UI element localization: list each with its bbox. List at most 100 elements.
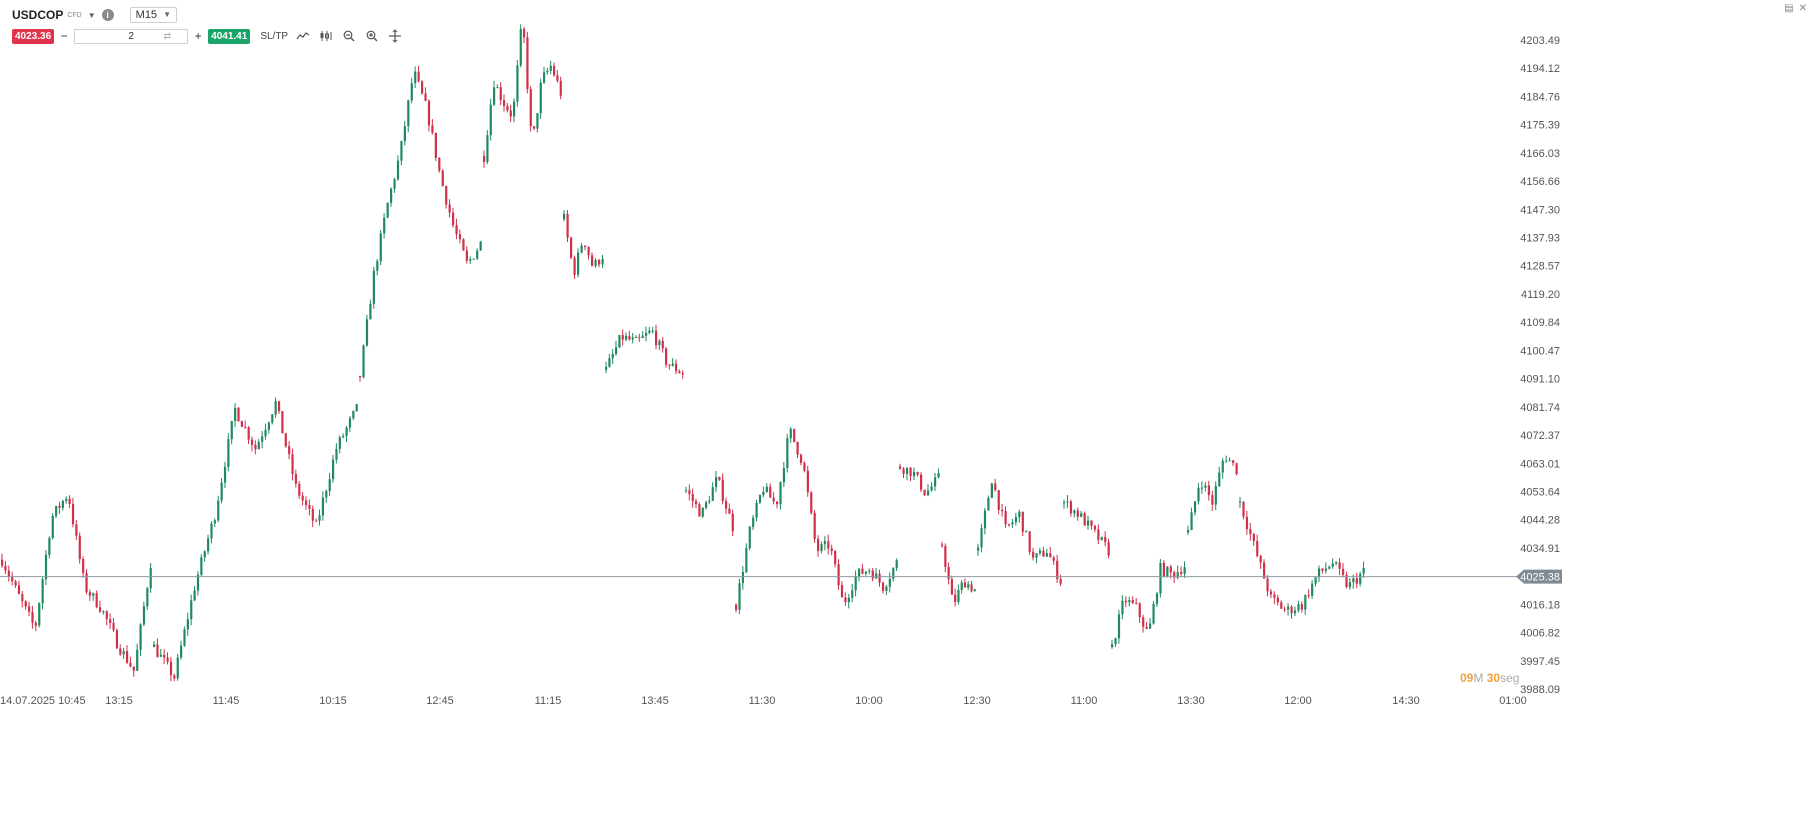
candle bbox=[352, 410, 355, 421]
candle bbox=[472, 258, 475, 260]
candle bbox=[1107, 538, 1110, 559]
candle-body bbox=[472, 258, 475, 260]
candle-body bbox=[601, 259, 604, 265]
candle-body bbox=[379, 233, 382, 262]
candle bbox=[28, 601, 31, 617]
candle-body bbox=[923, 489, 926, 496]
x-tick-label: 12:00 bbox=[1284, 695, 1312, 707]
candle bbox=[980, 523, 983, 553]
candle bbox=[1159, 558, 1162, 598]
candle bbox=[1273, 591, 1276, 605]
candle-body bbox=[1149, 623, 1152, 629]
candle bbox=[1317, 565, 1321, 583]
candle bbox=[1100, 536, 1103, 541]
candle bbox=[681, 370, 684, 379]
candle-body bbox=[1142, 617, 1145, 627]
candles-icon[interactable] bbox=[318, 29, 334, 43]
candle bbox=[516, 60, 519, 107]
candle-body bbox=[776, 501, 779, 505]
candle-body bbox=[352, 411, 355, 419]
candle-body bbox=[335, 448, 338, 460]
candle bbox=[220, 478, 223, 504]
candle-body bbox=[85, 573, 88, 593]
close-icon[interactable]: ✕ bbox=[1798, 3, 1807, 14]
timeframe-select[interactable]: M15 ▼ bbox=[129, 7, 177, 23]
candle-body bbox=[284, 433, 287, 447]
candle-body bbox=[1090, 520, 1093, 526]
candle-body bbox=[559, 80, 562, 96]
buy-button[interactable]: 4041.41 bbox=[208, 28, 251, 44]
x-tick-label: 01:00 bbox=[1499, 695, 1527, 707]
candle-body bbox=[1117, 614, 1121, 639]
candle bbox=[598, 258, 601, 268]
candle bbox=[17, 580, 21, 595]
candle bbox=[827, 534, 830, 555]
candle bbox=[274, 397, 277, 418]
candle bbox=[864, 571, 868, 576]
candle-body bbox=[675, 363, 678, 372]
candle bbox=[105, 610, 108, 626]
symbol-chevron-down-icon[interactable]: ▼ bbox=[87, 10, 96, 20]
candle bbox=[139, 623, 142, 657]
candle bbox=[1235, 462, 1238, 476]
x-tick-label: 10:15 bbox=[319, 695, 347, 707]
candle-body bbox=[1076, 510, 1079, 517]
candle-body bbox=[605, 366, 608, 370]
candle-body bbox=[748, 526, 751, 549]
candle bbox=[793, 428, 796, 443]
candle-body bbox=[930, 486, 933, 491]
crosshair-icon[interactable] bbox=[387, 29, 403, 43]
candle bbox=[691, 488, 694, 508]
line-chart-icon[interactable] bbox=[295, 29, 311, 43]
x-tick-label: 12:30 bbox=[963, 695, 991, 707]
candle bbox=[176, 653, 179, 681]
y-tick-label: 4016.18 bbox=[1520, 599, 1560, 611]
candle-body bbox=[681, 373, 684, 375]
info-icon[interactable]: i bbox=[101, 9, 114, 21]
zoom-out-icon[interactable] bbox=[341, 29, 357, 43]
candle bbox=[1200, 481, 1204, 494]
candle-body bbox=[997, 490, 1000, 510]
candle-body bbox=[902, 468, 905, 474]
quantity-input[interactable]: 2 ⇄ bbox=[74, 28, 189, 44]
candle bbox=[1335, 560, 1338, 566]
swap-icon[interactable]: ⇄ bbox=[163, 30, 172, 41]
candle bbox=[601, 254, 604, 269]
candle-body bbox=[438, 157, 441, 171]
candle-body bbox=[271, 414, 274, 423]
minimize-icon[interactable]: ▤ bbox=[1784, 3, 1794, 14]
candle bbox=[878, 569, 881, 587]
sell-button[interactable]: 4023.36 bbox=[12, 28, 55, 44]
candle-body bbox=[885, 586, 888, 591]
candle bbox=[1287, 603, 1290, 616]
candle-body bbox=[1049, 553, 1052, 558]
candle bbox=[1269, 588, 1273, 599]
zoom-in-icon[interactable] bbox=[364, 29, 380, 43]
candle-body bbox=[806, 470, 809, 493]
candle bbox=[396, 155, 400, 181]
quantity-decrease-button[interactable]: − bbox=[60, 29, 68, 43]
candle bbox=[414, 66, 417, 89]
candle bbox=[970, 580, 973, 593]
candle-body bbox=[65, 498, 68, 501]
candle bbox=[765, 483, 768, 493]
candle bbox=[799, 453, 803, 466]
candle-body bbox=[281, 411, 284, 434]
candle bbox=[338, 435, 341, 454]
candle bbox=[1021, 511, 1024, 537]
candle bbox=[645, 326, 648, 342]
candle bbox=[499, 82, 502, 106]
candle-body bbox=[159, 654, 162, 657]
candle-body bbox=[1293, 610, 1297, 614]
quantity-increase-button[interactable]: + bbox=[194, 29, 202, 43]
candle-body bbox=[1100, 536, 1103, 540]
symbol-name[interactable]: USDCOP bbox=[12, 8, 64, 22]
candle bbox=[1097, 524, 1100, 545]
candle-body bbox=[61, 500, 64, 508]
candle bbox=[1007, 523, 1011, 527]
sltp-button[interactable]: SL/TP bbox=[260, 30, 289, 42]
candle bbox=[281, 411, 284, 434]
candle-body bbox=[772, 497, 775, 502]
candle bbox=[519, 24, 522, 68]
